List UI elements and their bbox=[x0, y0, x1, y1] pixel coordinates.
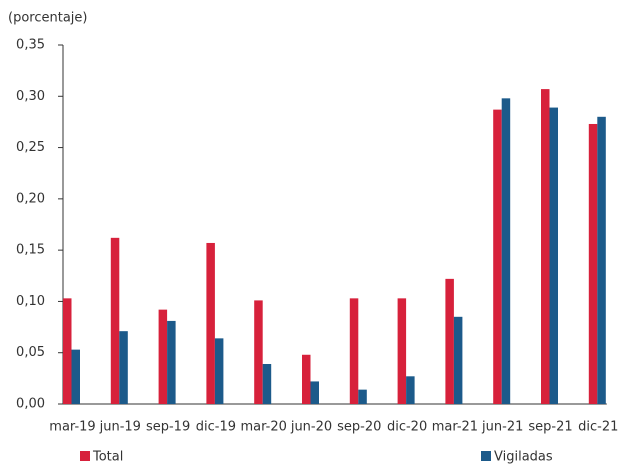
x-tick-label: jun-19 bbox=[99, 420, 141, 435]
bar bbox=[119, 331, 128, 404]
legend-swatch bbox=[481, 451, 491, 461]
bar bbox=[358, 389, 367, 404]
bar bbox=[71, 349, 80, 404]
x-tick-label: jun-20 bbox=[290, 420, 332, 435]
bar bbox=[406, 376, 415, 404]
bar bbox=[453, 316, 463, 404]
bar bbox=[158, 309, 168, 404]
y-tick-label: 0,15 bbox=[16, 243, 45, 258]
x-tick-label: jun-21 bbox=[481, 420, 523, 435]
bar bbox=[501, 98, 511, 404]
bar bbox=[302, 354, 311, 404]
x-tick-label: dic-20 bbox=[387, 420, 427, 435]
x-tick-label: mar-19 bbox=[49, 420, 95, 435]
bar bbox=[397, 298, 407, 404]
x-tick-label: sep-21 bbox=[528, 420, 572, 435]
bar bbox=[597, 116, 606, 405]
legend-label: Vigiladas bbox=[494, 450, 553, 465]
y-axis-label: (porcentaje) bbox=[8, 11, 87, 26]
bar bbox=[206, 242, 215, 404]
bar bbox=[254, 300, 263, 404]
x-tick-label: dic-21 bbox=[578, 420, 618, 435]
bar bbox=[63, 298, 72, 404]
x-tick-label: mar-20 bbox=[241, 420, 287, 435]
y-tick-label: 0,20 bbox=[16, 191, 45, 206]
bar bbox=[262, 363, 272, 404]
bar bbox=[445, 278, 454, 404]
y-tick-label: 0,35 bbox=[16, 38, 45, 53]
y-tick-label: 0,25 bbox=[16, 140, 45, 155]
y-tick-label: 0,00 bbox=[16, 397, 45, 412]
x-tick-label: mar-21 bbox=[432, 420, 478, 435]
bar bbox=[167, 320, 176, 404]
bar bbox=[549, 107, 558, 404]
y-tick-label: 0,30 bbox=[16, 89, 45, 104]
x-tick-label: sep-20 bbox=[337, 420, 381, 435]
legend-swatch bbox=[80, 451, 90, 461]
bar bbox=[214, 338, 224, 404]
x-tick-label: dic-19 bbox=[196, 420, 236, 435]
y-tick-label: 0,10 bbox=[16, 294, 45, 309]
bar bbox=[588, 123, 598, 404]
bar bbox=[541, 89, 550, 404]
legend-label: Total bbox=[92, 450, 123, 465]
bar bbox=[310, 381, 319, 404]
y-tick-label: 0,05 bbox=[16, 345, 45, 360]
bar bbox=[110, 237, 120, 404]
bar bbox=[493, 109, 502, 405]
x-tick-label: sep-19 bbox=[146, 420, 190, 435]
bar bbox=[349, 298, 359, 404]
